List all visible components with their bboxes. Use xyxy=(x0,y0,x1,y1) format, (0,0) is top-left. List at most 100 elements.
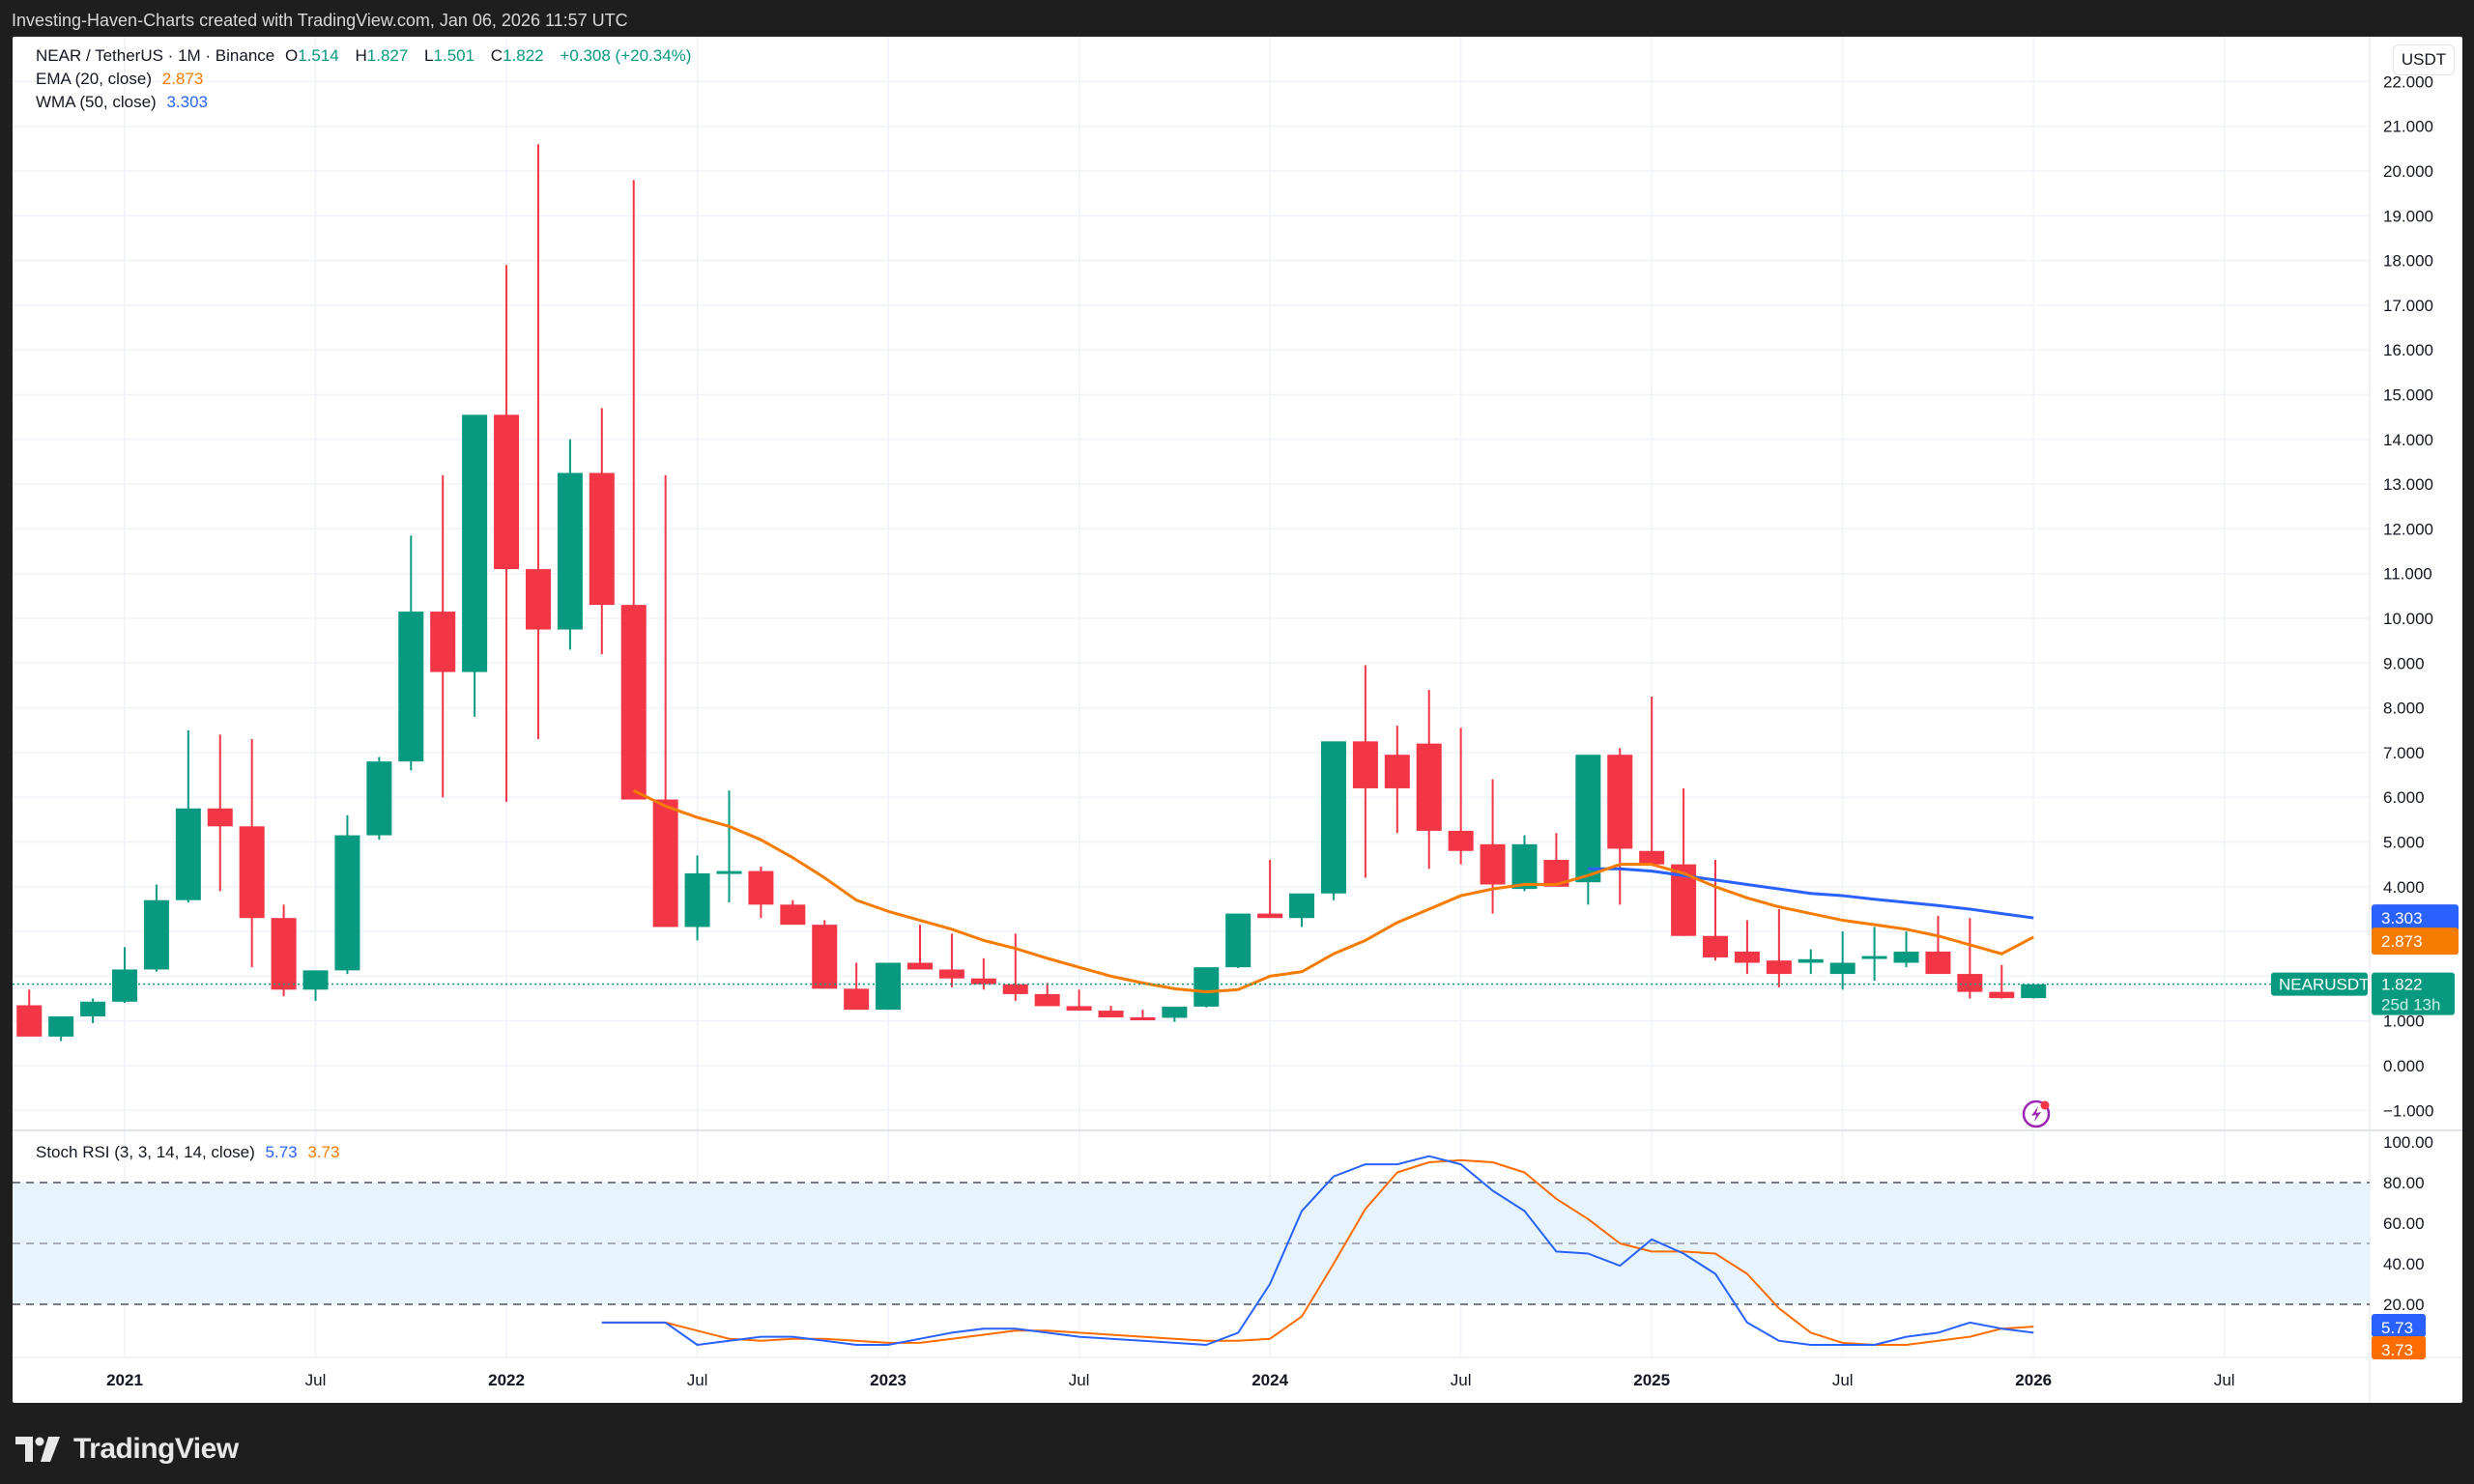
candle-body[interactable] xyxy=(1639,850,1665,865)
candle-body[interactable] xyxy=(876,962,902,1011)
stoch-k-line[interactable] xyxy=(601,1155,2034,1346)
candle-body[interactable] xyxy=(112,969,137,1002)
candle-body[interactable] xyxy=(1034,993,1060,1007)
candle-body[interactable] xyxy=(1957,974,1983,992)
candle-body[interactable] xyxy=(462,414,488,672)
candle-body[interactable] xyxy=(1098,1011,1124,1017)
candle-body[interactable] xyxy=(1257,913,1283,919)
candle-body[interactable] xyxy=(1130,1016,1156,1020)
ema-legend[interactable]: EMA (20, close) 2.873 xyxy=(36,70,209,89)
wma-label[interactable]: WMA (50, close) xyxy=(36,93,157,111)
candle-body[interactable] xyxy=(1925,951,1951,975)
notification-dot-icon xyxy=(2040,1100,2050,1110)
candle-body[interactable] xyxy=(239,826,265,919)
candle-body[interactable] xyxy=(1989,991,2015,999)
candle-body[interactable] xyxy=(1194,967,1220,1007)
candle-body[interactable] xyxy=(1066,1006,1092,1012)
candle-body[interactable] xyxy=(1829,962,1856,975)
stoch-tick-label: 40.00 xyxy=(2383,1255,2425,1273)
candle-body[interactable] xyxy=(1448,830,1474,851)
candle-body[interactable] xyxy=(938,969,964,979)
candle-body[interactable] xyxy=(1861,956,1887,959)
candle-body[interactable] xyxy=(684,872,710,928)
candle-body[interactable] xyxy=(430,612,456,672)
stoch-d-badge[interactable] xyxy=(2372,1335,2426,1359)
candle-body[interactable] xyxy=(271,918,297,990)
stoch-label[interactable]: Stoch RSI (3, 3, 14, 14, close) xyxy=(36,1143,255,1161)
stoch-d-value: 3.73 xyxy=(307,1143,340,1161)
price-tick-label: 8.000 xyxy=(2383,699,2425,718)
ema-price-badge[interactable] xyxy=(2372,928,2459,956)
candle-body[interactable] xyxy=(1734,951,1760,963)
candle-body[interactable] xyxy=(334,835,360,971)
ema-line[interactable] xyxy=(633,788,2034,994)
candle-body[interactable] xyxy=(1607,755,1633,849)
chart-panel[interactable]: 22.000 21.000 20.000 19.000 18.000 17.000 16.0… xyxy=(13,37,2462,1403)
price-tick-label: 4.000 xyxy=(2383,878,2425,897)
stoch-d-line[interactable] xyxy=(601,1158,2034,1346)
candle-body[interactable] xyxy=(1416,743,1442,831)
candle-body[interactable] xyxy=(716,870,742,874)
candle-body[interactable] xyxy=(589,472,615,606)
candle-body[interactable] xyxy=(1352,741,1378,788)
candle-body[interactable] xyxy=(620,605,647,800)
currency-selector[interactable]: USDT xyxy=(2393,44,2455,75)
candle-body[interactable] xyxy=(494,414,520,570)
wma-line[interactable] xyxy=(1588,867,2034,920)
ema-label[interactable]: EMA (20, close) xyxy=(36,70,152,88)
last-price-badge[interactable] xyxy=(2372,972,2455,1015)
candle-body[interactable] xyxy=(2021,984,2047,999)
candle-body[interactable] xyxy=(1798,958,1824,963)
candle-body[interactable] xyxy=(557,472,583,630)
candle-body[interactable] xyxy=(1766,960,1792,975)
candle-body[interactable] xyxy=(1511,843,1538,890)
candle-body[interactable] xyxy=(143,899,169,970)
candle-body[interactable] xyxy=(1289,893,1315,919)
wma-price-badge[interactable] xyxy=(2372,904,2459,932)
candle-body[interactable] xyxy=(16,1005,43,1037)
tradingview-logo[interactable]: TradingView xyxy=(15,1428,239,1470)
price-tick-label: 21.000 xyxy=(2383,118,2433,136)
stoch-k-badge[interactable] xyxy=(2372,1313,2426,1337)
price-tick-label: 11.000 xyxy=(2383,565,2432,584)
stoch-legend[interactable]: Stoch RSI (3, 3, 14, 14, close) 5.73 3.7… xyxy=(36,1143,345,1162)
chart-canvas[interactable]: 22.000 21.000 20.000 19.000 18.000 17.000 16.0… xyxy=(13,37,2462,1403)
candle-body[interactable] xyxy=(1002,984,1028,994)
candle-body[interactable] xyxy=(207,808,233,827)
candle-body[interactable] xyxy=(525,569,551,630)
candle-body[interactable] xyxy=(1384,755,1410,788)
candle-body[interactable] xyxy=(970,978,996,985)
symbol-badge[interactable] xyxy=(2271,972,2368,996)
candle-body[interactable] xyxy=(748,870,774,905)
candle-body[interactable] xyxy=(366,761,392,836)
candle-body[interactable] xyxy=(652,799,678,928)
candle-body[interactable] xyxy=(1320,741,1346,894)
candle-body[interactable] xyxy=(1162,1006,1188,1018)
candle-body[interactable] xyxy=(780,904,806,926)
wma-legend[interactable]: WMA (50, close) 3.303 xyxy=(36,93,214,112)
candle-body[interactable] xyxy=(1225,913,1251,968)
candle-body[interactable] xyxy=(1703,935,1728,957)
candle-body[interactable] xyxy=(175,808,201,900)
time-label: Jul xyxy=(1069,1371,1090,1389)
candle-body[interactable] xyxy=(812,925,838,989)
open-label: O xyxy=(284,46,299,65)
candle-body[interactable] xyxy=(80,1001,106,1017)
time-label: Jul xyxy=(687,1371,708,1389)
candle-body[interactable] xyxy=(1480,843,1506,885)
candle-body[interactable] xyxy=(302,970,329,990)
symbol-badge-text: NEARUSDT xyxy=(2279,976,2370,994)
last-price-text: 1.822 xyxy=(2381,976,2423,994)
candle-body[interactable] xyxy=(1893,951,1919,963)
candle-body[interactable] xyxy=(398,612,424,762)
attribution-bar: Investing-Haven-Charts created with Trad… xyxy=(0,0,2474,37)
low-label: L xyxy=(424,46,434,65)
candle-body[interactable] xyxy=(907,962,933,970)
price-tick-label: 22.000 xyxy=(2383,72,2433,91)
candle-body[interactable] xyxy=(1575,755,1601,883)
symbol-title[interactable]: NEAR / TetherUS · 1M · Binance xyxy=(36,46,275,65)
candle-body[interactable] xyxy=(48,1016,74,1037)
time-label: Jul xyxy=(1832,1371,1854,1389)
candle-body[interactable] xyxy=(844,988,870,1011)
symbol-legend[interactable]: NEAR / TetherUS · 1M · Binance O1.514 H1… xyxy=(36,46,697,66)
